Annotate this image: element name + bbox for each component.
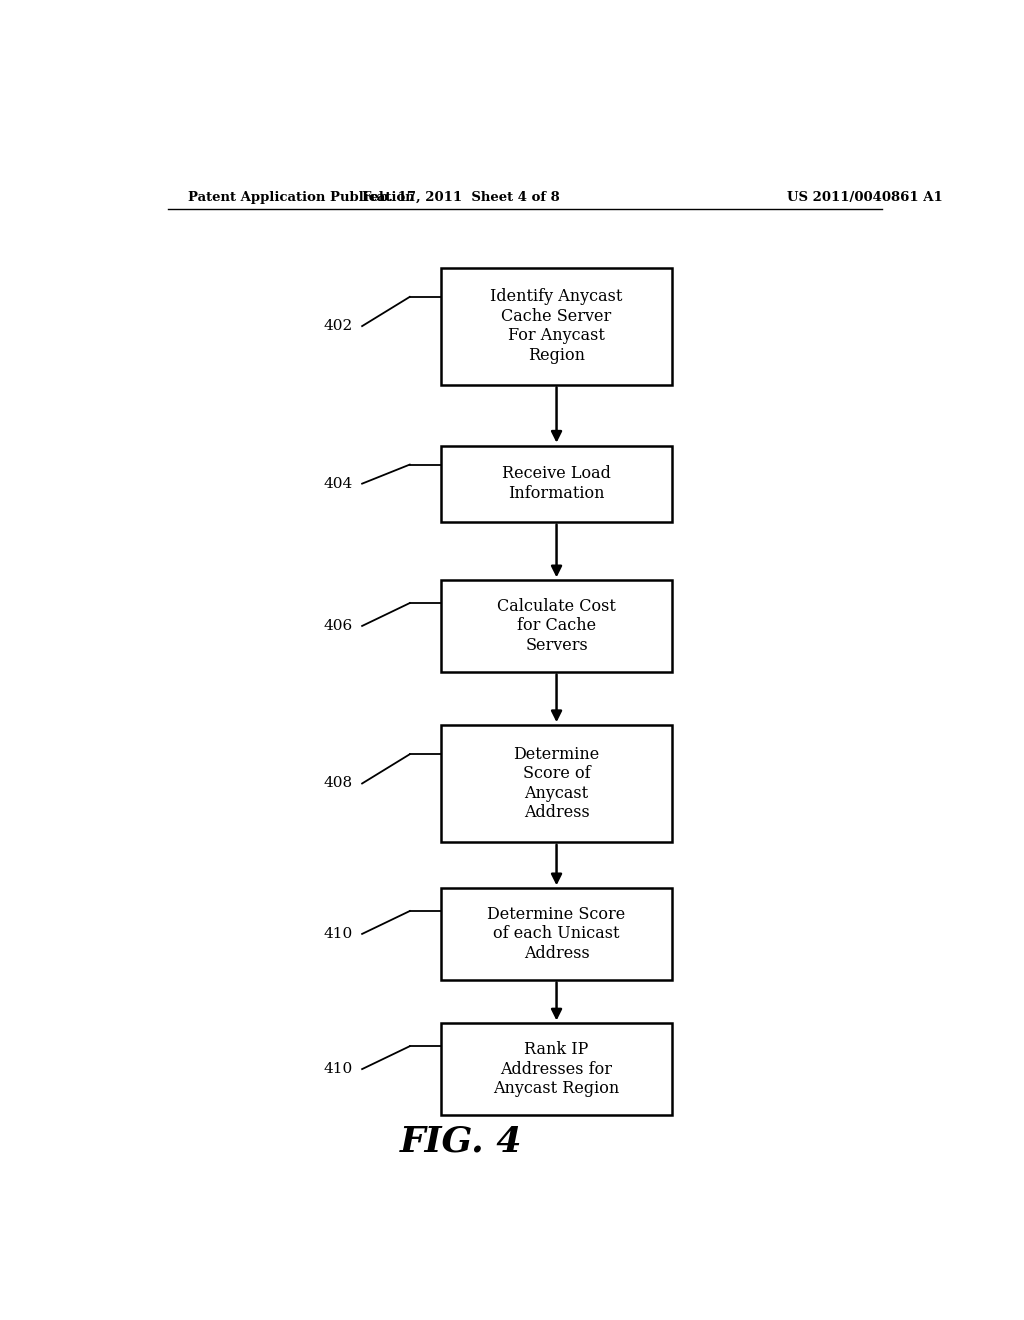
Text: Patent Application Publication: Patent Application Publication [187, 190, 415, 203]
Text: Determine Score
of each Unicast
Address: Determine Score of each Unicast Address [487, 906, 626, 962]
Text: 408: 408 [324, 776, 352, 791]
Text: US 2011/0040861 A1: US 2011/0040861 A1 [786, 190, 942, 203]
FancyBboxPatch shape [441, 888, 672, 979]
Text: 410: 410 [324, 1063, 352, 1076]
FancyBboxPatch shape [441, 725, 672, 842]
Text: Determine
Score of
Anycast
Address: Determine Score of Anycast Address [513, 746, 600, 821]
Text: Feb. 17, 2011  Sheet 4 of 8: Feb. 17, 2011 Sheet 4 of 8 [362, 190, 560, 203]
Text: Receive Load
Information: Receive Load Information [502, 466, 611, 502]
FancyBboxPatch shape [441, 446, 672, 521]
FancyBboxPatch shape [441, 581, 672, 672]
Text: 404: 404 [324, 477, 352, 491]
FancyBboxPatch shape [441, 268, 672, 384]
Text: 402: 402 [324, 319, 352, 333]
Text: Calculate Cost
for Cache
Servers: Calculate Cost for Cache Servers [497, 598, 616, 653]
Text: 410: 410 [324, 927, 352, 941]
Text: Identify Anycast
Cache Server
For Anycast
Region: Identify Anycast Cache Server For Anycas… [490, 288, 623, 364]
Text: Rank IP
Addresses for
Anycast Region: Rank IP Addresses for Anycast Region [494, 1041, 620, 1097]
Text: FIG. 4: FIG. 4 [400, 1125, 522, 1158]
FancyBboxPatch shape [441, 1023, 672, 1115]
Text: 406: 406 [324, 619, 352, 634]
